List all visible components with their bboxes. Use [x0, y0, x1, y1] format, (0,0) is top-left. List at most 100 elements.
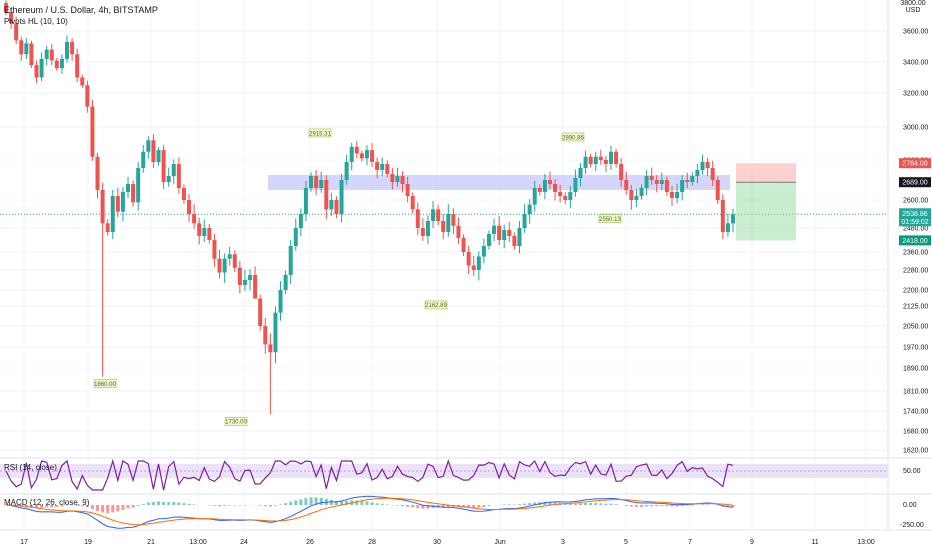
price-tag-label: 2784.00 — [902, 161, 927, 168]
pivot-box — [561, 132, 585, 142]
time-axis[interactable]: 17 19 21 13:00 24 26 28 30 Jun 3 5 7 9 11 13:00 — [20, 539, 875, 546]
pivot-label: 2915.31 — [309, 131, 331, 137]
pivot-label: 1860.00 — [94, 382, 116, 388]
candle-body — [649, 176, 654, 180]
macd-histogram-bar — [487, 505, 491, 506]
macd-histogram-bar — [563, 503, 567, 505]
candle-body — [293, 228, 298, 246]
candle-body — [512, 236, 517, 246]
macd-histogram-bar — [192, 504, 196, 505]
time-tick: 19 — [84, 539, 92, 546]
candle-body — [171, 164, 176, 176]
pivot-box — [424, 300, 448, 310]
candle-body — [319, 180, 324, 188]
candle-body — [461, 238, 466, 252]
candle-body — [380, 164, 385, 170]
symbol-title[interactable]: Ethereum / U.S. Dollar, 4h, BITSTAMP — [4, 5, 158, 15]
rsi-pane — [0, 458, 888, 491]
macd-histogram-bar — [299, 499, 303, 505]
macd-histogram-bar — [573, 503, 577, 505]
candle-body — [131, 184, 136, 203]
candle-body — [731, 214, 735, 224]
price-tick: 1970.00 — [903, 345, 928, 352]
candle-body — [364, 150, 369, 159]
currency-label: USD — [906, 7, 921, 14]
price-axis[interactable]: 3800.00USD3600.003400.003200.003000.0028… — [899, 0, 931, 529]
time-tick: 21 — [147, 539, 155, 546]
candle-body — [359, 153, 364, 159]
candle-body — [85, 85, 90, 107]
time-tick: 13:00 — [857, 539, 875, 546]
pivots-indicator-title[interactable]: Pivots HL (10, 10) — [4, 17, 68, 26]
candle-body — [588, 156, 593, 164]
candle-body — [303, 188, 308, 214]
rsi-title[interactable]: RSI (14, close) — [4, 463, 57, 472]
macd-histogram-bar — [223, 505, 227, 506]
macd-histogram-bar — [101, 505, 105, 513]
resistance-zone — [0, 175, 888, 215]
short-position-tool[interactable] — [736, 163, 796, 241]
candle-body — [349, 146, 354, 162]
time-tick: 3 — [561, 539, 565, 546]
candle-body — [614, 151, 619, 164]
macd-histogram-bar — [355, 500, 359, 505]
countdown: 01:59:02 — [901, 219, 928, 226]
candle-body — [583, 156, 588, 168]
macd-histogram-bar — [477, 505, 481, 508]
candle-body — [232, 254, 237, 268]
candle-body — [192, 214, 197, 224]
candle-body — [187, 200, 192, 214]
candle-body — [110, 196, 115, 232]
candle-body — [446, 214, 451, 232]
candle-body — [176, 164, 181, 188]
macd-histogram-bar — [340, 500, 344, 505]
candle-body — [65, 41, 70, 59]
candle-body — [527, 204, 532, 214]
candle-body — [29, 43, 34, 66]
candle-body — [563, 196, 568, 200]
macd-histogram-bar — [416, 505, 420, 509]
candle-body — [385, 164, 390, 174]
candle-body — [700, 162, 705, 170]
time-tick: 9 — [750, 539, 754, 546]
macd-histogram-bar — [639, 505, 643, 507]
macd-histogram-bar — [528, 503, 532, 505]
candle-body — [344, 162, 349, 180]
macd-histogram-bar — [258, 505, 262, 506]
candle-body — [598, 156, 603, 160]
macd-histogram-bar — [141, 504, 145, 505]
macd-histogram-bar — [507, 504, 511, 505]
candle-body — [532, 188, 537, 205]
candle-body — [471, 265, 476, 270]
macd-histogram-bar — [289, 501, 293, 505]
candle-body — [75, 54, 80, 78]
rsi-line — [5, 458, 734, 491]
candle-body — [486, 234, 491, 246]
macd-histogram-bar — [589, 503, 593, 505]
macd-title[interactable]: MACD (12, 26, close, 9) — [4, 498, 90, 507]
candle-body — [675, 192, 680, 198]
macd-histogram-bar — [395, 505, 399, 506]
candle-body — [476, 256, 481, 270]
candle-body — [166, 176, 171, 182]
candle-body — [644, 176, 649, 188]
zone-rect — [268, 175, 730, 190]
macd-histogram-bar — [121, 505, 125, 511]
candle-body — [151, 140, 156, 162]
macd-histogram-bar — [548, 501, 552, 505]
candle-body — [705, 162, 710, 168]
candle-body — [537, 188, 542, 192]
candle-body — [507, 230, 512, 236]
macd-histogram-bar — [584, 502, 588, 505]
candle-body — [258, 298, 263, 326]
candle-body — [212, 240, 217, 259]
macd-pane — [4, 495, 735, 529]
candle-body — [573, 178, 578, 192]
candle-body — [547, 180, 552, 184]
candle-body — [502, 230, 507, 240]
macd-histogram-bar — [228, 505, 232, 506]
macd-histogram-bar — [370, 502, 374, 505]
candle-body — [593, 156, 598, 164]
macd-histogram-bar — [680, 505, 684, 506]
